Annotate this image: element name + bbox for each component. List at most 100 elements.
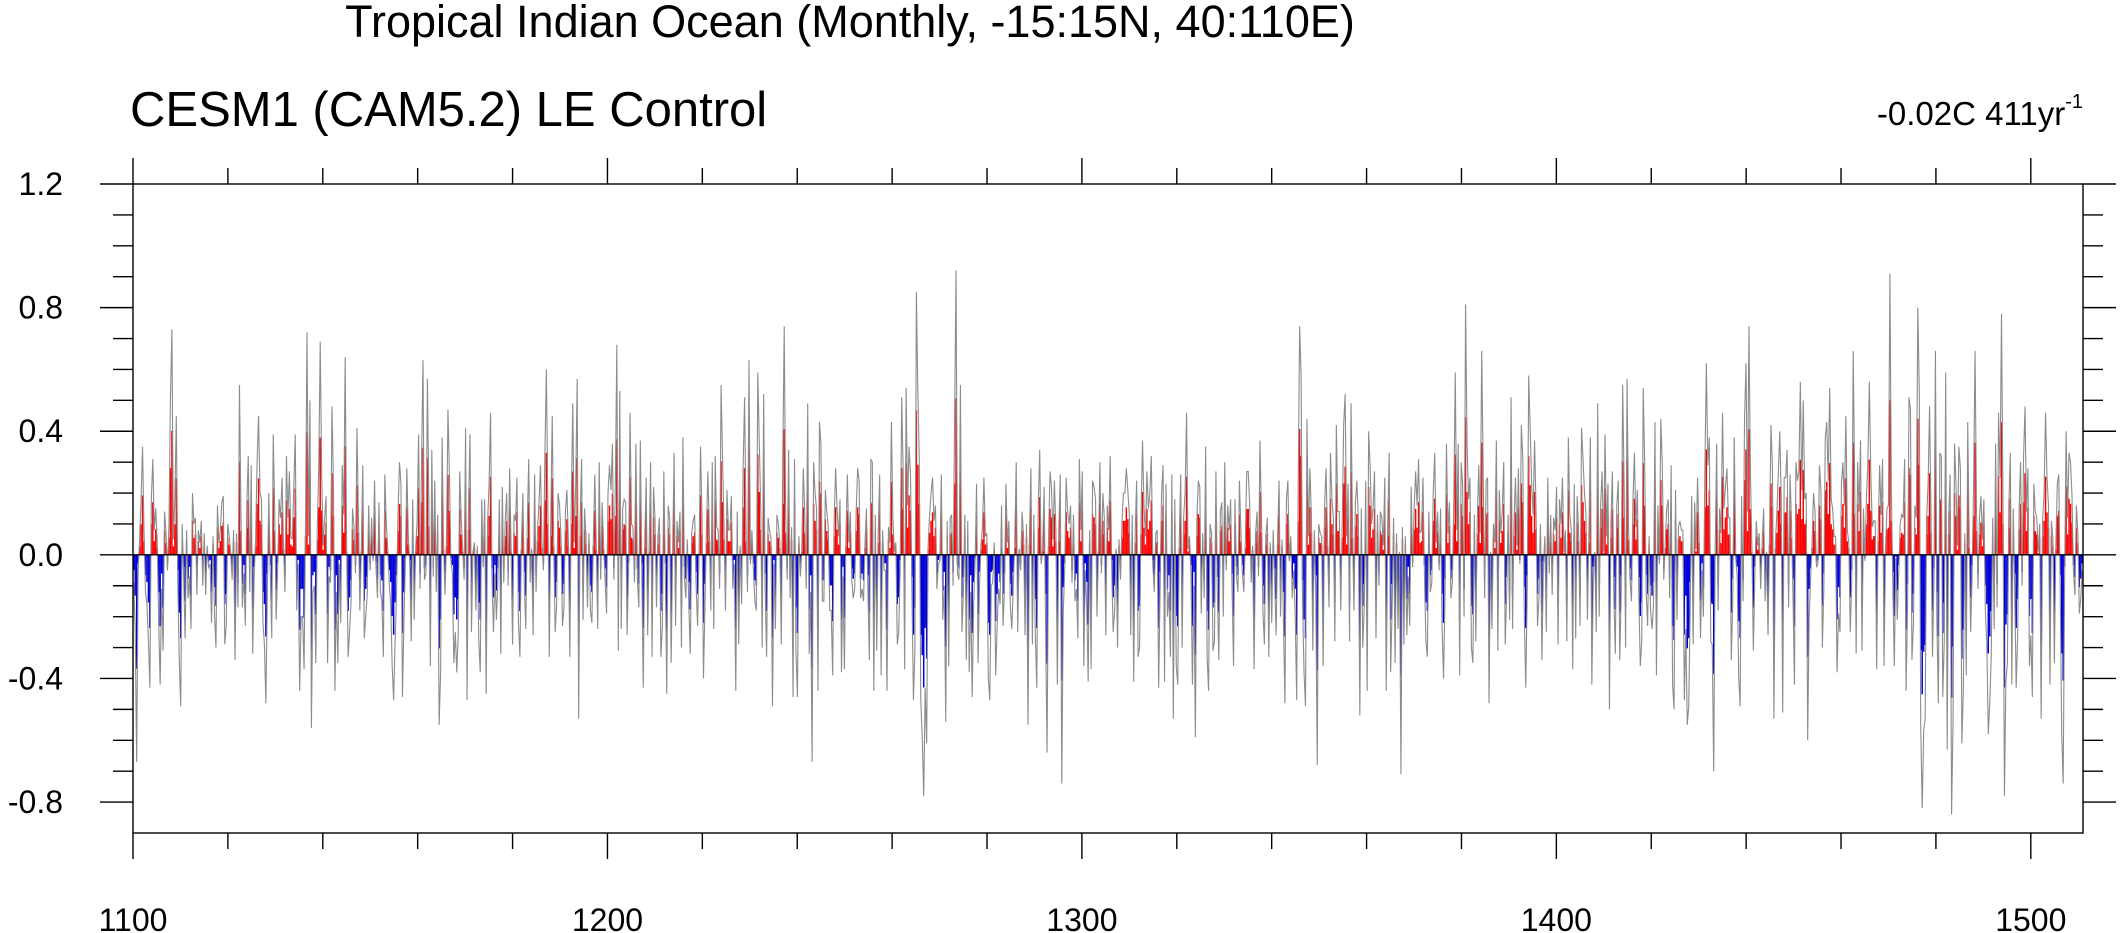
positive-bar <box>1833 544 1835 555</box>
negative-bar <box>1538 554 1540 579</box>
negative-bar <box>685 554 687 579</box>
positive-bar <box>711 503 714 555</box>
negative-bar <box>1809 554 1812 569</box>
negative-bar <box>1340 554 1342 586</box>
negative-bar <box>511 554 514 605</box>
negative-bar <box>1961 554 1963 659</box>
positive-bar <box>768 541 771 555</box>
positive-bar <box>397 531 399 555</box>
negative-bar <box>207 554 210 562</box>
negative-bar <box>989 554 991 635</box>
positive-bar <box>1494 548 1496 555</box>
negative-bar <box>297 554 299 560</box>
positive-bar <box>1331 524 1333 555</box>
positive-bar <box>2056 515 2059 555</box>
negative-bar <box>1942 554 1944 634</box>
negative-bar <box>391 554 393 617</box>
negative-bar <box>1491 554 1493 596</box>
negative-bar <box>1168 554 1170 576</box>
positive-bar <box>1309 507 1311 555</box>
y-tick-label: 1.2 <box>19 166 63 202</box>
positive-bar <box>721 502 724 555</box>
positive-bar <box>1516 549 1518 555</box>
positive-bar <box>1319 542 1321 555</box>
positive-bar <box>307 544 310 555</box>
positive-bar <box>1997 476 2000 555</box>
negative-bar <box>381 554 383 581</box>
positive-bar <box>407 544 410 555</box>
positive-bar <box>787 497 790 555</box>
negative-bar <box>2060 554 2063 654</box>
negative-bar <box>1284 554 1286 637</box>
negative-bar <box>149 554 151 628</box>
positive-bar <box>1928 473 1931 555</box>
positive-bar <box>1480 442 1483 555</box>
positive-bar <box>1287 514 1289 555</box>
negative-bar <box>1407 554 1410 567</box>
positive-bar <box>200 536 203 555</box>
positive-bar <box>1661 505 1664 555</box>
negative-bar <box>1112 554 1114 598</box>
negative-bar <box>994 554 997 622</box>
positive-bar <box>1667 524 1669 555</box>
negative-bar <box>1557 554 1559 605</box>
positive-bar <box>933 536 935 555</box>
positive-bar <box>1867 503 1869 555</box>
negative-bar <box>1303 554 1305 620</box>
negative-bar <box>251 554 254 610</box>
negative-bar <box>1391 554 1393 584</box>
positive-bar <box>2068 498 2070 555</box>
positive-bar <box>2019 503 2022 555</box>
positive-bar <box>601 525 603 555</box>
positive-bar <box>1379 531 1382 555</box>
negative-bar <box>586 554 589 584</box>
negative-bar <box>862 554 865 581</box>
negative-bar <box>1883 554 1885 617</box>
positive-bar <box>1880 532 1882 555</box>
positive-bar <box>1501 531 1503 555</box>
negative-bar <box>1586 554 1589 591</box>
positive-bar <box>1789 510 1791 555</box>
positive-bar <box>915 410 918 555</box>
positive-bar <box>1784 512 1787 555</box>
negative-bar <box>365 554 367 589</box>
positive-bar <box>834 507 837 555</box>
negative-bar <box>262 554 264 593</box>
negative-bar <box>1426 554 1429 611</box>
negative-bar <box>146 554 148 583</box>
positive-bar <box>1298 429 1301 555</box>
negative-bar <box>1153 554 1155 576</box>
positive-bar <box>616 439 618 555</box>
positive-bar <box>1150 500 1153 555</box>
positive-bar <box>257 478 260 555</box>
positive-bar <box>1633 498 1636 555</box>
negative-bar <box>1646 554 1649 594</box>
positive-bar <box>573 548 575 555</box>
negative-bar <box>1085 554 1088 583</box>
positive-bar <box>1197 514 1200 555</box>
negative-bar <box>1773 554 1775 645</box>
positive-bar <box>1870 510 1872 555</box>
negative-bar <box>987 554 990 623</box>
positive-bar <box>1927 515 1929 555</box>
positive-bar <box>285 500 288 555</box>
positive-bar <box>893 553 896 555</box>
negative-bar <box>1116 554 1119 606</box>
positive-bar <box>1160 520 1163 555</box>
negative-bar <box>315 554 317 615</box>
negative-bar <box>1924 554 1926 645</box>
positive-bar <box>900 468 903 555</box>
negative-bar <box>843 554 846 618</box>
positive-bar <box>1049 508 1051 555</box>
negative-bar <box>2081 554 2083 564</box>
positive-bar <box>1533 491 1536 555</box>
negative-bar <box>263 554 266 605</box>
negative-bar <box>494 554 496 566</box>
positive-bar <box>1344 466 1346 555</box>
positive-bar <box>707 508 709 555</box>
positive-bar <box>1707 505 1709 555</box>
positive-bar <box>1777 510 1780 555</box>
negative-bar <box>1366 554 1368 630</box>
negative-bar <box>792 554 794 634</box>
negative-bar <box>348 554 351 598</box>
